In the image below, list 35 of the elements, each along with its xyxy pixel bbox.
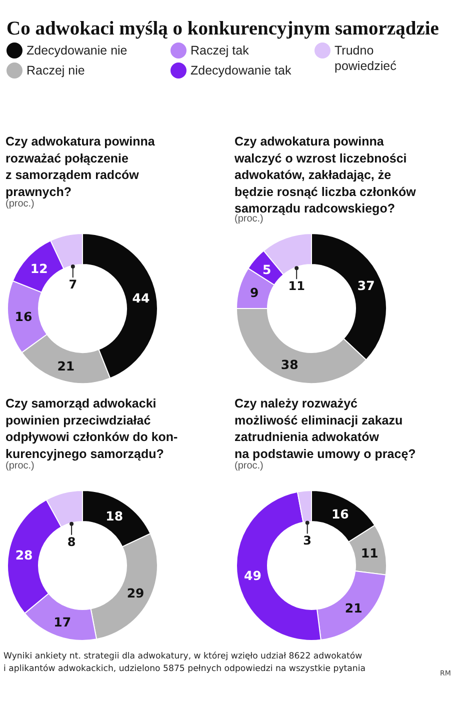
chart-subtitle: (proc.) xyxy=(6,460,34,472)
chart-subtitle: (proc.) xyxy=(234,460,264,472)
data-label: 16 xyxy=(331,506,350,522)
data-label: 17 xyxy=(54,614,72,630)
data-label: 5 xyxy=(262,262,272,278)
data-label: 21 xyxy=(344,600,362,616)
text: (proc.) xyxy=(6,198,34,210)
data-label: 44 xyxy=(132,290,150,306)
data-label: 7 xyxy=(68,278,78,292)
data-label: 18 xyxy=(106,508,124,524)
data-label: 16 xyxy=(14,308,32,324)
data-label: 29 xyxy=(126,586,144,601)
data-label: 9 xyxy=(250,284,259,300)
chart-title: Czy adwokatura powinna walczyć o wzrost liczebności adwokatów, zakładając, że będzie rosnąć liczba członków samorządu radcowskiego? xyxy=(234,134,416,216)
text: Wyniki ankiety nt. strategii dla adwokatury, w której wzięło udział 8622 adwokatów i aplikantów adwokackich, udzielono 5875 pełnych odpowiedzi na wszystkie pytania xyxy=(4,652,366,674)
data-label: 38 xyxy=(280,356,298,372)
legend-label: Trudno powiedzieć xyxy=(334,44,396,73)
legend-label: Raczej nie xyxy=(26,64,85,78)
text: Co adwokaci myślą o konkurencyjnym samorządzie xyxy=(6,18,440,40)
legend-label: Zdecydowanie tak xyxy=(190,64,292,78)
data-label: 8 xyxy=(67,534,76,549)
data-label: 28 xyxy=(15,547,33,562)
data-label: 11 xyxy=(360,546,378,561)
data-label: 3 xyxy=(303,534,312,548)
data-label: 21 xyxy=(57,358,75,374)
chart-title: Czy należy rozważyć możliwość eliminacji zakazu zatrudnienia adwokatów na podstawie umowy o pracę? xyxy=(234,396,416,461)
legend-label: Zdecydowanie nie xyxy=(26,44,128,58)
data-label: 11 xyxy=(288,279,305,294)
data-label: 49 xyxy=(244,568,262,583)
data-label: 12 xyxy=(30,260,48,276)
chart-subtitle: (proc.) xyxy=(234,214,264,224)
chart-title: Czy samorząd adwokacki powinien przeciwdziałać odpływowi członków do kon- kurencyjnego samorządu? xyxy=(6,396,178,461)
data-label: 37 xyxy=(357,278,375,293)
text: Czy adwokatura powinna rozważać połączenie z samorządem radców prawnych? xyxy=(6,134,156,199)
legend-label: Raczej tak xyxy=(190,44,250,58)
